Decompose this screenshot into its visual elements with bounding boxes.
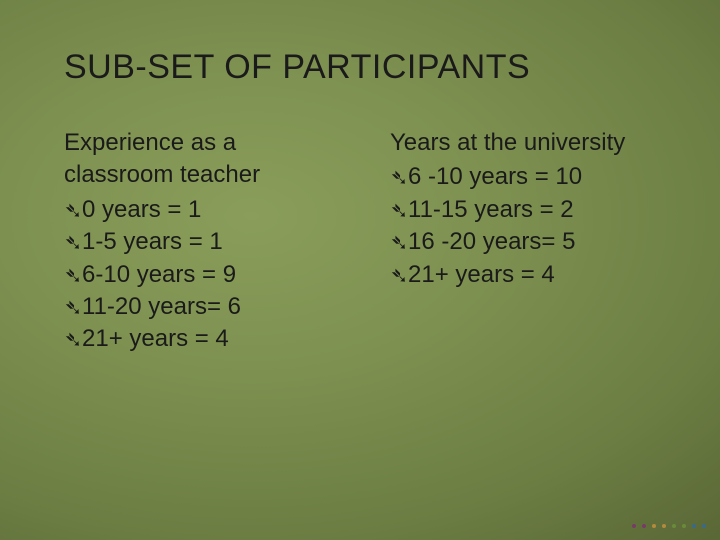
list-item: ➴ 0 years = 1 [64,194,334,226]
list-item: ➴ 6 -10 years = 10 [390,161,660,193]
bullet-icon: ➴ [390,228,408,258]
right-heading: Years at the university [390,127,660,159]
bullet-icon: ➴ [390,163,408,193]
bullet-icon: ➴ [64,228,82,258]
list-item: ➴ 21+ years = 4 [64,323,334,355]
dot-icon [692,524,696,528]
dot-icon [702,524,706,528]
dot-icon [632,524,636,528]
slide: SUB-SET OF PARTICIPANTS Experience as a … [0,0,720,540]
item-text: 11-20 years= 6 [82,291,241,323]
item-text: 16 -20 years= 5 [408,226,575,258]
dot-icon [682,524,686,528]
list-item: ➴ 21+ years = 4 [390,259,660,291]
dot-icon [642,524,646,528]
list-item: ➴ 6-10 years = 9 [64,259,334,291]
dot-icon [652,524,656,528]
list-item: ➴ 11-20 years= 6 [64,291,334,323]
bullet-icon: ➴ [390,196,408,226]
item-text: 6 -10 years = 10 [408,161,582,193]
bullet-icon: ➴ [64,196,82,226]
bullet-icon: ➴ [64,325,82,355]
right-column: Years at the university ➴ 6 -10 years = … [390,127,660,356]
corner-dots [632,524,706,528]
dot-icon [662,524,666,528]
item-text: 6-10 years = 9 [82,259,236,291]
bullet-icon: ➴ [64,293,82,323]
bullet-icon: ➴ [64,261,82,291]
list-item: ➴ 11-15 years = 2 [390,194,660,226]
slide-title: SUB-SET OF PARTICIPANTS [64,48,660,87]
item-text: 1-5 years = 1 [82,226,223,258]
content-columns: Experience as a classroom teacher ➴ 0 ye… [64,127,660,356]
bullet-icon: ➴ [390,261,408,291]
left-column: Experience as a classroom teacher ➴ 0 ye… [64,127,334,356]
dot-icon [672,524,676,528]
item-text: 11-15 years = 2 [408,194,574,226]
list-item: ➴ 16 -20 years= 5 [390,226,660,258]
left-heading: Experience as a classroom teacher [64,127,334,192]
item-text: 0 years = 1 [82,194,201,226]
item-text: 21+ years = 4 [82,323,229,355]
list-item: ➴ 1-5 years = 1 [64,226,334,258]
item-text: 21+ years = 4 [408,259,555,291]
